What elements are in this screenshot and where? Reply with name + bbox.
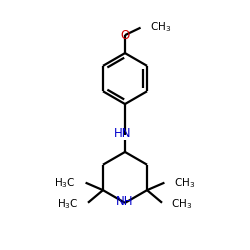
Text: CH$_3$: CH$_3$ [171,197,192,211]
Text: H$_3$C: H$_3$C [54,176,76,190]
Text: HN: HN [114,128,131,140]
Text: H$_3$C: H$_3$C [58,197,79,211]
Text: CH$_3$: CH$_3$ [174,176,195,190]
Text: NH: NH [116,195,134,208]
Text: O: O [120,29,130,42]
Text: CH$_3$: CH$_3$ [150,20,171,34]
